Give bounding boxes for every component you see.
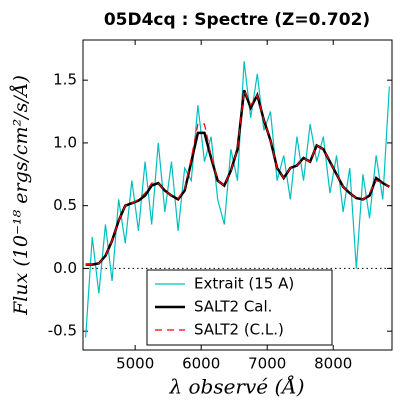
x-axis-label: λ observé (Å) (168, 374, 304, 399)
x-tick-label: 6000 (182, 355, 220, 373)
plot-frame (82, 39, 393, 351)
legend-label: SALT2 Cal. (194, 298, 272, 316)
chart-title: 05D4cq : Spectre (Z=0.702) (104, 10, 370, 30)
y-tick-label: 1.5 (53, 71, 77, 89)
y-axis-label: Flux (10⁻¹⁸ ergs/cm²/s/Å) (10, 75, 32, 316)
legend-label: SALT2 (C.L.) (194, 321, 284, 339)
x-tick-label: 5000 (116, 355, 154, 373)
y-tick-label: 0.0 (53, 259, 77, 277)
series-line (85, 87, 390, 266)
legend-label: Extrait (15 A) (194, 275, 294, 293)
x-tick-label: 8000 (314, 355, 352, 373)
y-tick-label: 1.0 (53, 133, 77, 151)
y-tick-label: -0.5 (48, 322, 77, 340)
x-tick-label: 7000 (248, 355, 286, 373)
series-line (85, 61, 390, 338)
y-tick-label: 0.5 (53, 196, 77, 214)
